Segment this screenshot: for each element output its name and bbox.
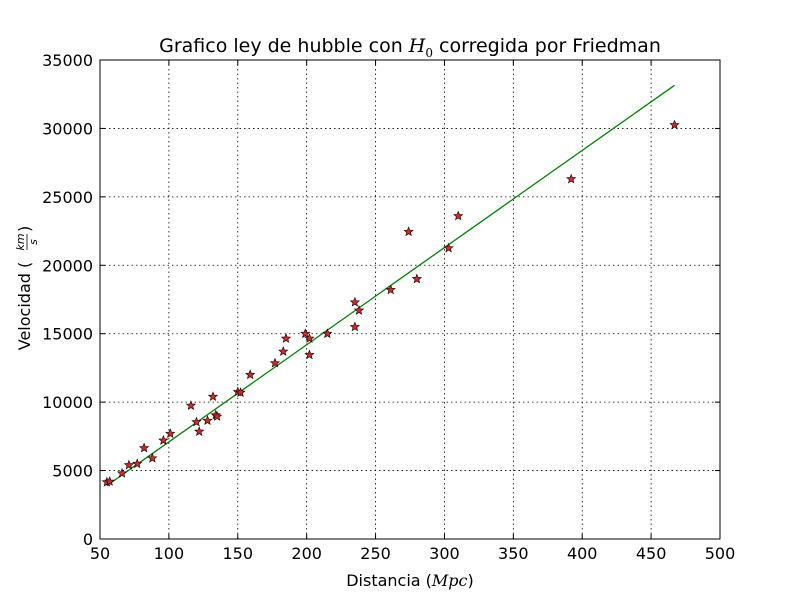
- y-tick-label: 10000: [42, 393, 93, 412]
- axis-ticks: 50 100 150 200 250 300 350 400 450 50005000100001…: [42, 51, 735, 563]
- x-tick-label: 300: [429, 544, 460, 563]
- x-tick-label: 250: [360, 544, 391, 563]
- x-axis-label: Distancia (Mpc): [346, 571, 474, 590]
- data-point-star: [165, 428, 176, 439]
- data-point-star: [353, 305, 365, 315]
- x-tick-label: 50: [90, 544, 110, 563]
- grid: [100, 60, 720, 539]
- data-point-star: [349, 321, 361, 332]
- x-tick-label: 450: [636, 544, 667, 563]
- data-point-star: [138, 442, 150, 453]
- data-point-star: [269, 357, 281, 368]
- data-point-star: [202, 415, 213, 426]
- x-tick-label: 200: [291, 544, 322, 563]
- data-point-star: [349, 296, 361, 307]
- data-point-star: [304, 349, 315, 360]
- data-point-star: [104, 476, 115, 486]
- data-point-star: [116, 467, 128, 478]
- y-unit-denominator: s: [27, 239, 40, 245]
- svg-text:Velocidad (: Velocidad (: [15, 262, 34, 350]
- data-point-star: [411, 273, 423, 284]
- data-point-star: [194, 426, 205, 436]
- data-points: [101, 119, 680, 487]
- x-tick-label: 350: [498, 544, 529, 563]
- y-tick-label: 30000: [42, 119, 93, 138]
- x-tick-label: 500: [705, 544, 736, 563]
- data-point-star: [235, 387, 246, 397]
- data-point-star: [185, 400, 197, 410]
- y-label-close-paren: ): [15, 226, 34, 232]
- y-tick-label: 0: [83, 530, 93, 549]
- x-tick-label: 400: [567, 544, 598, 563]
- y-tick-label: 25000: [42, 188, 93, 207]
- data-point-star: [443, 242, 454, 253]
- y-tick-label: 20000: [42, 256, 93, 275]
- chart-title: Grafico ley de hubble con H0 corregida p…: [159, 35, 661, 60]
- data-point-star: [211, 411, 223, 421]
- data-point-star: [304, 333, 315, 343]
- data-point-star: [278, 346, 289, 356]
- data-point-star: [322, 328, 333, 339]
- data-point-star: [245, 369, 256, 380]
- data-point-star: [207, 391, 219, 402]
- data-point-star: [280, 333, 292, 343]
- data-point-star: [191, 416, 202, 427]
- y-axis-label: Velocidad (: [15, 262, 34, 350]
- data-point-star: [158, 435, 169, 445]
- data-point-star: [403, 226, 414, 237]
- x-tick-label: 150: [223, 544, 254, 563]
- y-tick-label: 5000: [52, 462, 93, 481]
- plot-frame: [99, 59, 721, 540]
- data-point-star: [566, 173, 577, 184]
- data-point-star: [300, 328, 311, 339]
- data-point-star: [147, 452, 158, 463]
- y-tick-label: 15000: [42, 325, 93, 344]
- data-point-star: [453, 210, 464, 221]
- y-axis-unit-fraction: km s): [14, 226, 40, 251]
- data-point-star: [669, 119, 680, 130]
- y-tick-label: 35000: [42, 51, 93, 70]
- data-point-star: [123, 459, 135, 470]
- data-point-star: [132, 458, 143, 469]
- y-unit-numerator: km: [14, 233, 27, 250]
- x-tick-label: 100: [154, 544, 185, 563]
- data-point-star: [385, 284, 396, 295]
